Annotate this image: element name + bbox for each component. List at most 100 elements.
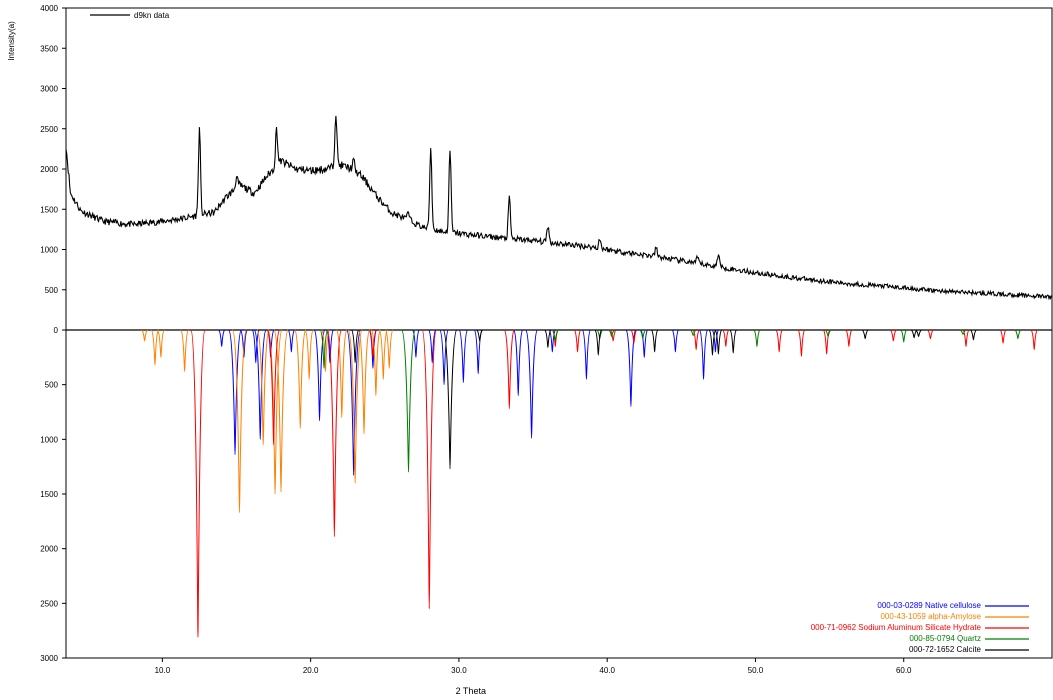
y-tick-label: 1000 [40,246,58,255]
reference-peak [729,329,737,354]
reference-peak [671,329,679,353]
reference-peak [845,329,853,347]
plot-border [65,7,1053,659]
reference-peak [513,329,524,397]
reference-peak [1014,329,1022,340]
reference-peak [690,329,697,336]
reference-peak [378,329,388,380]
reference-peak [347,329,363,484]
reference-peak [346,329,362,476]
legend-label: 000-72-1652 Calcite [909,645,982,654]
top-panel-series [65,115,1053,301]
reference-peak [218,329,226,347]
reference-peak [421,329,437,610]
reference-peak [960,329,967,335]
reference-peak [141,329,148,342]
x-tick-label: 30.0 [451,666,467,675]
reference-peak [544,329,552,348]
legend-label: 000-03-0289 Native cellulose [877,601,981,610]
reference-peak [321,329,330,373]
y-tick-label: 3000 [40,85,58,94]
reference-peak [692,329,700,351]
reference-peak [639,329,646,340]
reference-peak [970,329,977,341]
y-tick-label: 4000 [40,4,58,13]
y-tick-label: 2500 [40,599,58,608]
reference-peak [708,329,717,356]
reference-peak [651,329,659,353]
reference-peak [609,329,617,342]
reference-peak [180,329,189,373]
reference-peak [608,329,615,338]
y-axis-label: Intensity(a) [7,21,16,61]
bottom-legend: 000-03-0289 Native cellulose 000-43-1059 … [811,601,1029,654]
reference-peak [428,329,437,364]
reference-peak [473,329,483,375]
y-tick-label: 0 [54,326,59,335]
y-tick-label: 3000 [40,654,58,663]
y-tick-label: 1000 [40,435,58,444]
reference-series [319,329,1022,473]
plot-frame [65,7,1053,659]
y-tick-label: 1500 [40,205,58,214]
reference-peak [326,329,342,538]
reference-peak [699,329,709,380]
legend-label: 000-71-0962 Sodium Aluminum Silicate Hyd… [811,623,982,632]
y-tick-label: 2000 [40,545,58,554]
reference-peak [357,329,371,435]
reference-peak [287,329,295,353]
reference-peak [412,329,420,358]
reference-peak [157,329,165,358]
x-axis-label: 2 Theta [456,686,486,696]
reference-peak [625,329,637,408]
reference-peak [267,329,281,446]
reference-peak [722,329,730,347]
reference-peak [304,329,314,380]
bottom-panel-series [141,329,1038,638]
reference-peak [503,329,515,410]
top-legend: d9kn data [90,11,170,20]
y-tick-label: 2500 [40,125,58,134]
axes: 0 500 1000 1500 2000 2500 3000 3500 4000 500 1000 1… [7,4,912,696]
reference-peak [240,329,248,358]
reference-peak [890,329,897,342]
reference-peak [552,329,559,342]
reference-peak [385,329,394,369]
reference-peak [915,329,922,338]
reference-peak [401,329,416,473]
x-tick-label: 10.0 [155,666,171,675]
reference-peak [150,329,159,366]
reference-peak [1030,329,1038,351]
reference-peak [775,329,783,353]
y-tick-label: 3500 [40,44,58,53]
y-tick-label: 500 [45,381,59,390]
reference-peak [999,329,1007,344]
reference-peak [797,329,806,357]
reference-peak [862,329,869,340]
reference-peak [442,329,458,470]
y-tick-label: 500 [45,286,59,295]
reference-peak [325,329,334,364]
reference-peak [753,329,761,347]
reference-series [218,329,720,476]
reference-peak [573,329,582,353]
reference-peak [630,329,638,344]
reference-peak [581,329,591,380]
reference-peak [351,329,360,364]
x-tick-label: 40.0 [599,666,615,675]
y-tick-label: 2000 [40,165,58,174]
legend-label: d9kn data [134,11,170,20]
x-tick-label: 20.0 [303,666,319,675]
x-tick-label: 50.0 [748,666,764,675]
legend-label: 000-85-0794 Quartz [909,634,981,643]
reference-peak [273,329,289,493]
reference-peak [294,329,307,429]
reference-peak [525,329,538,439]
reference-peak [594,329,602,356]
reference-peak [319,329,329,369]
legend-label: 000-43-1059 alpha-Amylose [880,612,981,621]
reference-peak [910,329,918,339]
reference-peak [962,329,970,347]
reference-peak [231,329,247,514]
reference-series [141,329,394,514]
